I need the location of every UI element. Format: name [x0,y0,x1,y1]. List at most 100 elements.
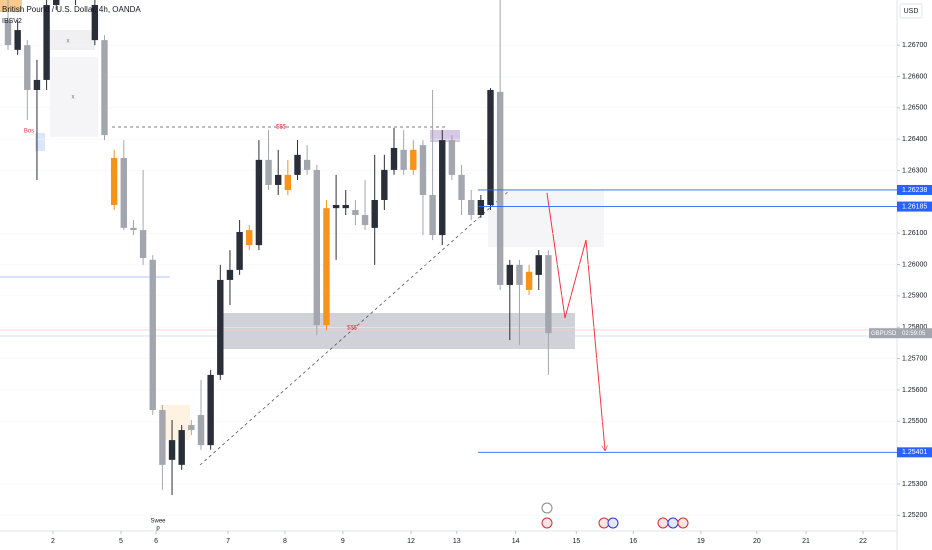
candle-body [149,259,156,411]
candle-body [91,5,99,41]
y-tick-label: 1.25800 [902,324,927,331]
candle-body [33,79,41,90]
candle-body [159,410,166,465]
x-tick-label: 13 [453,538,461,545]
candle-body [429,194,436,236]
candle-body [226,269,234,280]
y-tick-label: 1.25500 [902,418,927,425]
candle-body [110,157,118,206]
annotation: x [72,95,75,101]
candle-body [101,40,108,136]
candle-body [53,0,60,6]
last-price-tag [869,328,932,339]
x-tick-label: 21 [802,538,810,545]
event-icon[interactable] [657,517,669,529]
annotation: p [156,526,160,532]
projection-arrow [546,192,605,450]
candle-body [265,159,272,185]
candle-body [14,30,21,50]
x-tick-label: 7 [226,538,230,545]
candle-body [468,199,475,216]
candle-body [506,264,513,285]
candle-body [207,374,214,446]
last-price-countdown: 02:59:05 [902,331,926,337]
candle-body [545,255,552,334]
y-tick-label: 1.25700 [902,355,927,362]
x-tick-label: 15 [572,538,580,545]
candle-body [525,271,533,290]
event-icon[interactable] [667,517,679,529]
candle-body [400,149,407,170]
zone [50,30,95,50]
event-icon[interactable] [541,517,553,529]
y-tick-label: 1.26600 [902,73,927,80]
candle-body [390,147,398,170]
price-tag [897,447,932,458]
zone [222,313,575,349]
annotation: Bos [24,129,34,135]
y-tick-label: 1.25600 [902,387,927,394]
x-tick-label: 2 [51,538,55,545]
candle-body [284,174,292,190]
x-tick-label: 14 [512,538,520,545]
y-tick-label: 1.26500 [902,105,927,112]
annotation: Swee [150,519,166,525]
candle-body [516,264,523,285]
last-price-symbol: GBPUSD [871,331,897,337]
annotation: x [67,39,70,45]
candle-body [458,174,465,200]
currency[interactable]: USD [904,8,919,15]
candle-body [168,440,176,460]
candle-body [217,279,224,375]
y-tick-label: 1.25200 [902,512,927,519]
candle-body [275,174,282,185]
y-tick-label: 1.25300 [902,481,927,488]
candle-body [448,140,456,175]
event-icon[interactable] [541,502,553,514]
candle-body [410,149,417,170]
x-tick-label: 9 [341,538,345,545]
candle-body [439,140,446,236]
candle-body [130,227,137,231]
candle-body [294,154,301,175]
event-icon[interactable] [677,517,689,529]
annotation: $$$ [276,125,287,131]
candle-body [487,89,494,206]
candle-body [120,157,127,228]
y-tick-label: 1.26000 [902,261,927,268]
zone [488,190,604,247]
candle-body [313,169,320,326]
candle-body [139,230,147,258]
candle-body [352,210,359,216]
price-tag [897,184,932,195]
price-tag-label: 1.26185 [902,203,927,210]
event-icons[interactable] [541,502,689,529]
candle-body [361,215,369,226]
zone [35,133,45,151]
candle-body [419,145,427,195]
candle-body [4,20,12,46]
annotation: $$$ [347,326,358,332]
candle-body [323,208,330,326]
x-tick-label: 19 [697,538,705,545]
x-tick-label: 6 [154,538,158,545]
indicator-label: IBSV2 [2,18,22,25]
candle-body [43,5,50,80]
currency-box[interactable] [899,3,923,19]
candle-body [246,230,253,246]
zone [50,57,98,137]
candle-body [477,199,485,216]
drawings [0,0,897,516]
candle-body [178,430,185,465]
price-tag-label: 1.26238 [902,187,927,194]
candle-body [371,199,378,228]
candle-body [332,205,340,209]
candles [4,0,552,495]
x-tick-label: 16 [629,538,637,545]
candle-body [236,231,243,270]
candle-body [496,91,504,285]
x-tick-label: 20 [753,538,761,545]
y-tick-label: 1.26300 [902,167,927,174]
y-tick-label: 1.26400 [902,136,927,143]
event-icon[interactable] [607,517,619,529]
